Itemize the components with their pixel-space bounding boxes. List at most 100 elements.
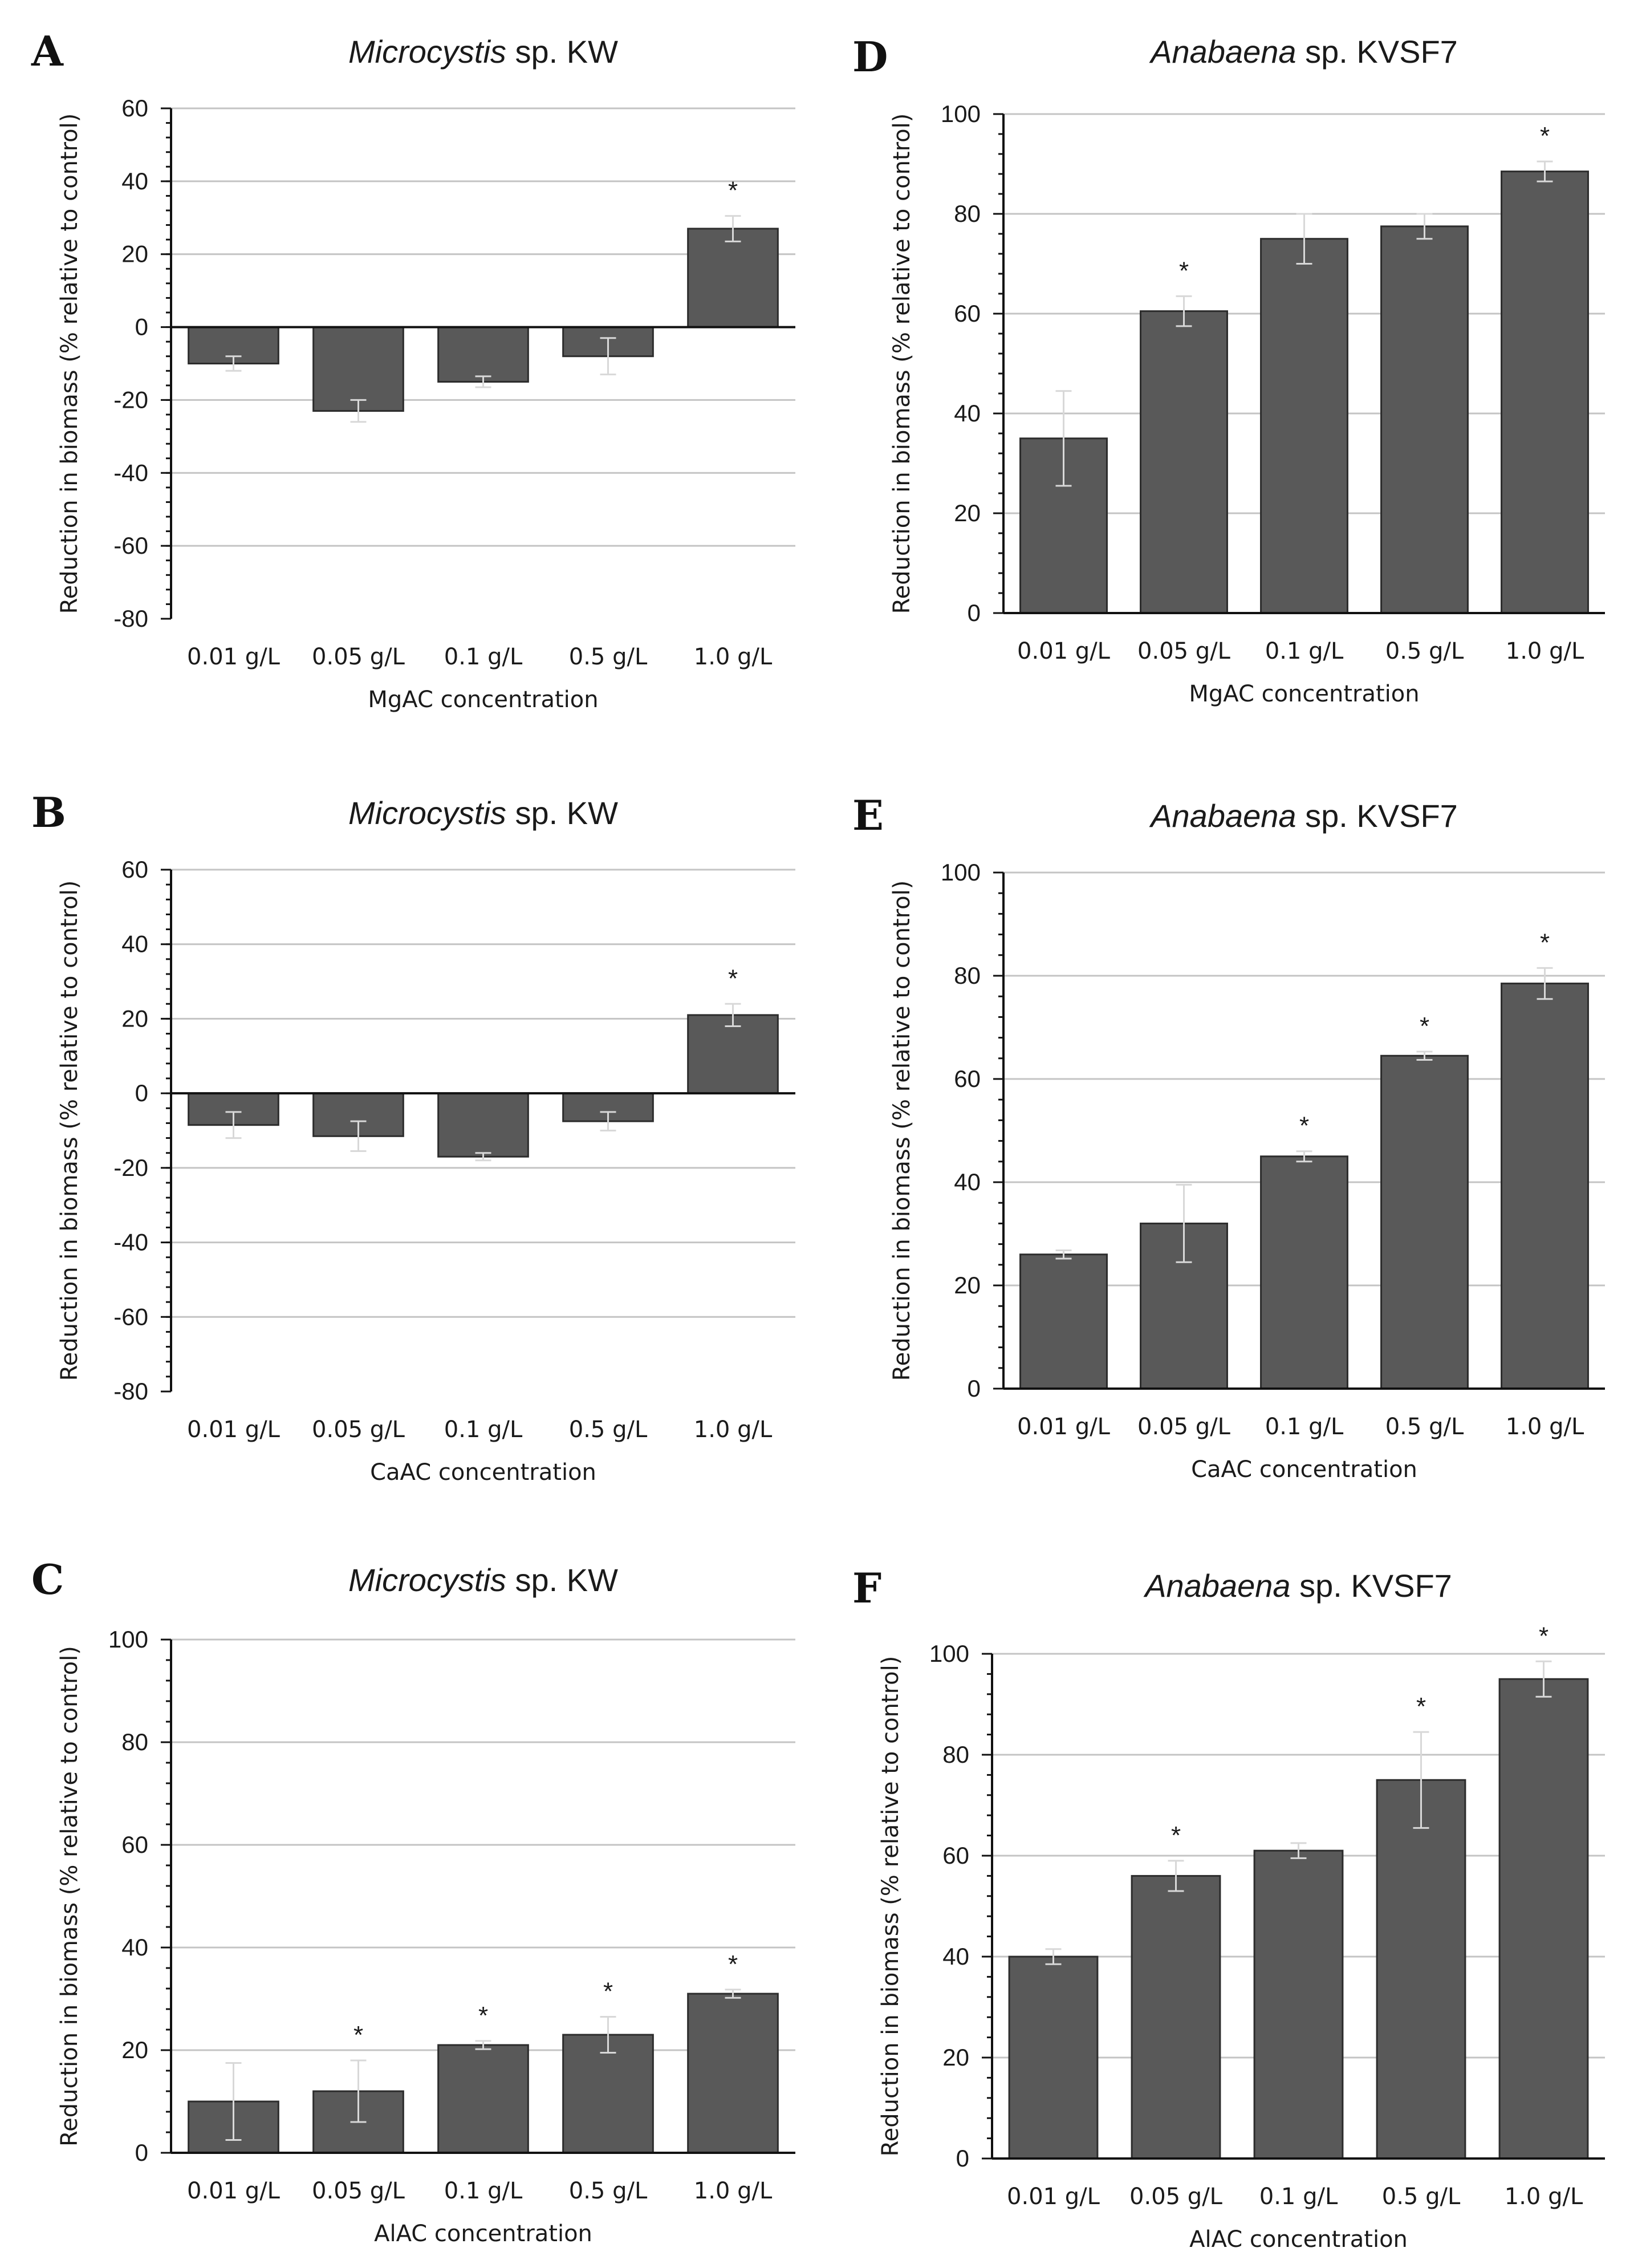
error-bar: [1290, 1842, 1307, 1859]
x-tick-label: 0.1 g/L: [444, 1417, 523, 1443]
y-tick-label: 20: [942, 2044, 969, 2071]
title-species: Anabaena: [1143, 1568, 1290, 1604]
error-bar: [1535, 1660, 1552, 1698]
title-species: Microcystis: [348, 34, 506, 70]
bar: [437, 2044, 529, 2154]
chart-title: Microcystis sp. KW: [348, 34, 618, 70]
y-tick-label: 100: [941, 100, 981, 127]
bar: [1498, 1678, 1589, 2160]
x-axis-title: MgAC concentration: [1189, 681, 1419, 707]
error-bar: [1537, 160, 1553, 182]
bar: [1260, 1155, 1348, 1390]
error-bar: [725, 1003, 741, 1027]
x-axis-title: CaAC concentration: [370, 1459, 596, 1486]
x-axis-title: AlAC concentration: [374, 2221, 592, 2247]
error-bar: [350, 1120, 367, 1152]
x-tick-label: 0.01 g/L: [1017, 638, 1111, 664]
error-bar: [600, 337, 616, 376]
error-bar: [1416, 213, 1433, 240]
bar: [312, 326, 404, 412]
y-tick-label: -40: [113, 459, 148, 486]
x-tick-label: 0.5 g/L: [569, 1417, 648, 1443]
panel-c: C Microcystis sp. KW 100 80 60 40 20 0 0.01 g/L *…: [31, 1555, 795, 2247]
chart-title: Anabaena sp. KVSF7: [1149, 34, 1458, 70]
bar: [562, 2034, 654, 2154]
bar: [1260, 238, 1348, 614]
y-tick-label: 0: [968, 599, 981, 626]
significance-star: *: [1420, 1012, 1429, 1040]
y-tick-label: 20: [121, 1005, 148, 1032]
y-tick-label: 60: [954, 1065, 981, 1092]
y-axis-title: Reduction in biomass (% relative to cont…: [56, 1646, 83, 2147]
y-tick-label: 60: [121, 1831, 148, 1858]
y-tick-label: 40: [121, 168, 148, 194]
x-tick-label: 0.01 g/L: [187, 2178, 281, 2204]
panel-a: A Microcystis sp. KW 60 40 20 0 -20 -40 -60 -80 0.…: [31, 27, 795, 713]
y-tick-label: 100: [108, 1626, 148, 1653]
error-bar: [350, 399, 367, 423]
x-tick-label: 0.1 g/L: [1265, 1414, 1344, 1440]
significance-star: *: [728, 964, 738, 992]
x-tick-label: 1.0 g/L: [1506, 1414, 1584, 1440]
error-bar: [350, 2059, 367, 2123]
x-tick-label: 1.0 g/L: [1506, 638, 1584, 664]
panel-letter: B: [31, 788, 66, 837]
x-tick-label: 1.0 g/L: [694, 644, 773, 670]
x-tick-label: 0.01 g/L: [1007, 2184, 1100, 2210]
error-bar: [1176, 295, 1192, 327]
panel-b: B Microcystis sp. KW 60 40 20 0 -20 -40 -60 -80 0.…: [31, 788, 795, 1486]
bar: [1380, 225, 1469, 614]
x-tick-label: 0.5 g/L: [569, 644, 648, 670]
bar: [687, 1993, 779, 2154]
bar: [1380, 1054, 1469, 1390]
y-tick-label: 0: [135, 2139, 148, 2166]
y-tick-label: -60: [113, 532, 148, 559]
bar: [437, 326, 529, 383]
bar: [1253, 1849, 1344, 2160]
title-strain: sp. KVSF7: [1291, 1568, 1452, 1604]
bar: [687, 1014, 779, 1094]
y-tick-label: 0: [968, 1375, 981, 1402]
panel-letter: D: [852, 33, 888, 81]
bar: [1008, 1955, 1099, 2160]
bar: [1140, 310, 1228, 614]
error-bar: [600, 1111, 616, 1131]
error-bar: [1176, 1184, 1192, 1263]
error-bar: [1296, 213, 1312, 265]
x-tick-label: 0.01 g/L: [187, 1417, 281, 1443]
bar: [1019, 437, 1108, 614]
error-bar: [1416, 1050, 1433, 1061]
error-bar: [1045, 1948, 1062, 1965]
error-bar: [1537, 967, 1553, 1000]
title-strain: sp. KVSF7: [1297, 798, 1458, 834]
error-bar: [1055, 390, 1072, 487]
y-tick-label: 80: [954, 962, 981, 989]
significance-star: *: [1299, 1112, 1309, 1140]
error-bar: [475, 375, 491, 388]
panel-f: F Anabaena sp. KVSF7 100 80 60 40 20 0 0.01 g/L *…: [852, 1564, 1605, 2253]
y-tick-label: -80: [113, 1378, 148, 1405]
y-tick-label: 100: [929, 1640, 969, 1667]
bar: [1501, 983, 1589, 1390]
x-tick-label: 0.05 g/L: [1137, 638, 1231, 664]
y-tick-label: -20: [113, 1154, 148, 1181]
y-tick-label: 20: [954, 500, 981, 526]
y-tick-label: 80: [954, 200, 981, 227]
y-tick-label: 40: [121, 931, 148, 957]
y-tick-label: 40: [954, 1169, 981, 1195]
title-strain: sp. KVSF7: [1297, 34, 1458, 70]
x-tick-label: 1.0 g/L: [1505, 2184, 1583, 2210]
title-strain: sp. KW: [506, 34, 618, 70]
significance-star: *: [478, 2002, 488, 2030]
x-tick-label: 0.1 g/L: [1265, 638, 1344, 664]
x-tick-label: 0.05 g/L: [1137, 1414, 1231, 1440]
x-tick-label: 0.5 g/L: [1385, 638, 1464, 664]
panel-letter: A: [31, 27, 64, 75]
error-bar: [1296, 1150, 1312, 1163]
significance-star: *: [728, 1950, 738, 1978]
error-bar: [1413, 1731, 1429, 1829]
panel-e: E Anabaena sp. KVSF7 100 80 60 40 20 0 0.01 g/L 0…: [852, 791, 1605, 1483]
significance-star: *: [1540, 928, 1550, 956]
title-species: Microcystis: [348, 795, 506, 831]
